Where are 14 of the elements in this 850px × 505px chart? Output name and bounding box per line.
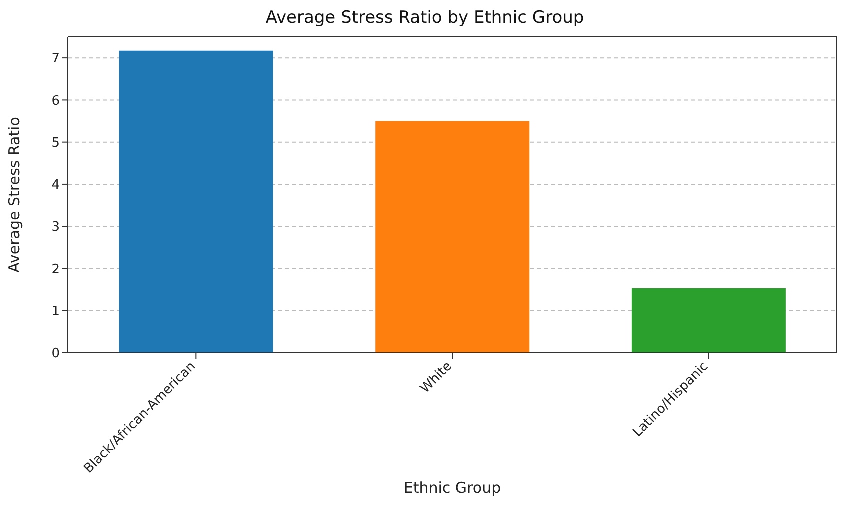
bar xyxy=(632,288,786,353)
y-tick-label: 3 xyxy=(52,220,60,236)
y-axis-title: Average Stress Ratio xyxy=(5,117,24,273)
x-axis-title: Ethnic Group xyxy=(404,479,502,497)
y-tick-label: 0 xyxy=(52,346,60,362)
y-tick-label: 6 xyxy=(52,94,60,109)
chart-title: Average Stress Ratio by Ethnic Group xyxy=(264,8,586,28)
bar xyxy=(119,50,274,353)
y-tick-label: 1 xyxy=(52,304,60,320)
bar xyxy=(376,121,530,353)
y-tick-label: 2 xyxy=(52,262,60,278)
y-tick-label: 4 xyxy=(52,178,60,194)
y-tick-label: 5 xyxy=(52,136,60,151)
y-tick-label: 7 xyxy=(52,52,60,67)
